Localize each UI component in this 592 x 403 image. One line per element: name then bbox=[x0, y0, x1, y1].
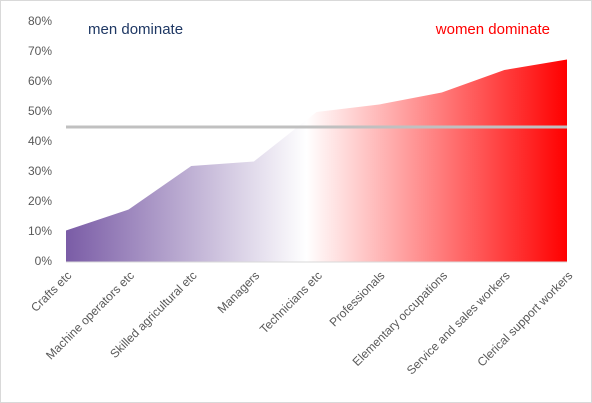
annotation: women dominate bbox=[435, 21, 550, 38]
y-tick-label: 10% bbox=[28, 224, 52, 238]
y-tick-label: 70% bbox=[28, 44, 52, 58]
y-tick-label: 30% bbox=[28, 164, 52, 178]
y-tick-label: 20% bbox=[28, 194, 52, 208]
y-tick-label: 40% bbox=[28, 134, 52, 148]
area bbox=[66, 59, 567, 262]
y-tick-label: 80% bbox=[28, 14, 52, 28]
y-tick-label: 60% bbox=[28, 74, 52, 88]
y-tick-label: 0% bbox=[35, 254, 53, 268]
annotation: men dominate bbox=[88, 21, 183, 38]
y-tick-label: 50% bbox=[28, 104, 52, 118]
